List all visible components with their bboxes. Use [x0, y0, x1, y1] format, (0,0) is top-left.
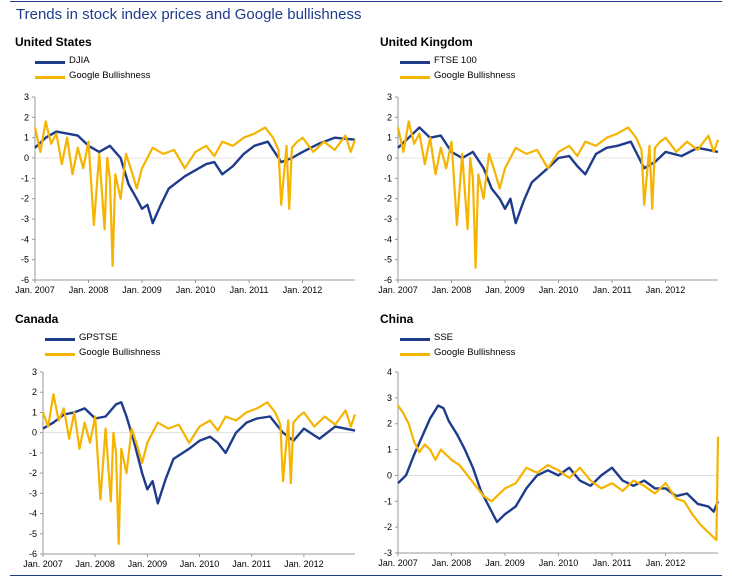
legend-label: GPSTSE: [79, 332, 118, 343]
y-tick-label: 1: [387, 445, 392, 455]
x-tick-label: Jan. 2011: [593, 558, 632, 568]
chart-panel-united-kingdom: United Kingdom FTSE 100 Google Bullishne…: [378, 35, 725, 300]
legend-swatch: [45, 338, 75, 341]
chart-panel-china: China SSE Google Bullishness 4 3 2 1 0 -1 -2 -3…: [378, 312, 725, 577]
series-line-google-bullishness: [33, 120, 357, 267]
x-tick-label: Jan. 2008: [432, 285, 472, 295]
x-tick-label: Jan. 2007: [378, 285, 418, 295]
y-tick-label: -1: [384, 496, 392, 506]
y-tick-label: 0: [387, 153, 392, 163]
series-line-google-bullishness: [41, 393, 357, 545]
x-tick-label: Jan. 2010: [180, 559, 220, 569]
y-tick-label: -6: [384, 275, 392, 285]
chart-panel-canada: Canada GPSTSE Google Bullishness 3 2 1 0 -1 -…: [15, 312, 360, 577]
y-tick-label: 3: [24, 92, 29, 102]
x-tick-label: Jan. 2007: [23, 559, 63, 569]
y-tick-label: 1: [387, 133, 392, 143]
panel-title: Canada: [15, 312, 59, 326]
figure-title: Trends in stock index prices and Google …: [16, 6, 362, 23]
y-tick-label: -1: [384, 173, 392, 183]
y-tick-label: 3: [387, 92, 392, 102]
legend-label: Google Bullishness: [79, 347, 161, 358]
x-tick-label: Jan. 2010: [539, 558, 579, 568]
bottom-rule: [10, 575, 722, 576]
y-tick-label: 2: [387, 419, 392, 429]
x-tick-label: Jan. 2011: [232, 559, 271, 569]
x-tick-label: Jan. 2008: [69, 285, 109, 295]
x-tick-label: Jan. 2008: [75, 559, 115, 569]
top-rule: [10, 1, 722, 2]
y-tick-label: -1: [29, 448, 37, 458]
y-tick-label: -3: [29, 488, 37, 498]
y-tick-label: 3: [32, 367, 37, 377]
x-tick-label: Jan. 2009: [122, 285, 162, 295]
chart-panel-united-states: United States DJIA Google Bullishness 3 2…: [15, 35, 360, 300]
y-tick-label: -5: [21, 255, 29, 265]
y-tick-label: 2: [387, 112, 392, 122]
series-line-google-bullishness: [396, 120, 720, 269]
legend-label: Google Bullishness: [434, 70, 516, 81]
y-tick-label: -2: [384, 522, 392, 532]
x-tick-label: Jan. 2009: [485, 558, 525, 568]
legend-label: Google Bullishness: [69, 70, 151, 81]
legend-swatch: [400, 338, 430, 341]
x-tick-label: Jan. 2007: [15, 285, 55, 295]
x-tick-label: Jan. 2012: [646, 558, 686, 568]
y-tick-label: 0: [387, 470, 392, 480]
y-tick-label: -5: [29, 529, 37, 539]
y-tick-label: 2: [24, 112, 29, 122]
legend-label: FTSE 100: [434, 55, 477, 66]
y-tick-label: 2: [32, 387, 37, 397]
y-tick-label: -6: [29, 549, 37, 559]
x-tick-label: Jan. 2012: [283, 285, 323, 295]
y-tick-label: -1: [21, 173, 29, 183]
y-tick-label: -4: [21, 234, 29, 244]
x-tick-label: Jan. 2009: [128, 559, 168, 569]
series-line-index: [397, 404, 720, 524]
x-tick-label: Jan. 2007: [378, 558, 418, 568]
y-tick-label: -5: [384, 255, 392, 265]
x-tick-label: Jan. 2009: [485, 285, 525, 295]
x-tick-label: Jan. 2011: [593, 285, 632, 295]
y-tick-label: -4: [29, 509, 37, 519]
y-tick-label: 1: [24, 133, 29, 143]
y-tick-label: 4: [387, 367, 392, 377]
x-tick-label: Jan. 2010: [176, 285, 216, 295]
panel-title: China: [380, 312, 414, 326]
x-tick-label: Jan. 2008: [432, 558, 472, 568]
legend-label: SSE: [434, 332, 454, 343]
legend-swatch: [400, 76, 430, 79]
legend-swatch: [35, 61, 65, 64]
y-tick-label: 3: [387, 393, 392, 403]
legend-swatch: [45, 353, 75, 356]
x-tick-label: Jan. 2010: [539, 285, 579, 295]
legend-swatch: [400, 61, 430, 64]
legend-label: DJIA: [69, 55, 90, 66]
y-tick-label: -4: [384, 234, 392, 244]
y-tick-label: -6: [21, 275, 29, 285]
x-tick-label: Jan. 2011: [230, 285, 269, 295]
legend-label: Google Bullishness: [434, 347, 516, 358]
panel-title: United States: [15, 35, 92, 49]
y-tick-label: 0: [32, 428, 37, 438]
legend-swatch: [400, 353, 430, 356]
panel-title: United Kingdom: [380, 35, 473, 49]
x-tick-label: Jan. 2012: [284, 559, 324, 569]
y-tick-label: 1: [32, 407, 37, 417]
y-tick-label: -3: [384, 214, 392, 224]
y-tick-label: 0: [24, 153, 29, 163]
series-line-google-bullishness: [397, 404, 720, 542]
y-tick-label: -2: [384, 194, 392, 204]
y-tick-label: -2: [29, 468, 37, 478]
y-tick-label: -2: [21, 194, 29, 204]
y-tick-label: -3: [21, 214, 29, 224]
legend-swatch: [35, 76, 65, 79]
y-tick-label: -3: [384, 548, 392, 558]
x-tick-label: Jan. 2012: [646, 285, 686, 295]
